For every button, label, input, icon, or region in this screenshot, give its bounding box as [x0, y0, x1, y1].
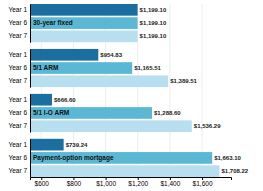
plot: $600$800$1,000$1,200$1,400$1,600Year 1Ye…	[8, 4, 248, 187]
bar	[30, 31, 138, 43]
bar	[30, 4, 138, 16]
bars	[30, 4, 219, 177]
tick: Year 7	[8, 122, 27, 129]
bar	[30, 152, 212, 164]
data-label: $1,389.51	[170, 78, 197, 84]
bar	[30, 120, 192, 132]
group-labels: 30-year fixed 5/1 ARM 5/1 I-O ARM Payment-o…	[33, 19, 114, 162]
data-label: $666.60	[54, 97, 76, 103]
tick-label: Year 6	[8, 19, 27, 26]
bar	[30, 75, 168, 87]
bar	[30, 139, 64, 151]
group-label: Payment-option mortgage	[33, 154, 114, 162]
tick: Year 1	[8, 96, 27, 103]
bar	[30, 107, 152, 119]
data-label: $954.83	[100, 52, 122, 58]
tick: $600	[35, 177, 50, 187]
axis-line	[30, 49, 31, 87]
axis-line	[30, 139, 31, 177]
data-label: $1,165.51	[134, 65, 161, 71]
tick-label: $1,600	[193, 180, 213, 187]
tick-label: Year 1	[8, 51, 27, 58]
y-axis: Year 1 Year 6 Year 7	[8, 5, 30, 43]
bar	[30, 49, 98, 61]
tick-label: Year 7	[8, 32, 27, 39]
x-axis: $600 $800 $1,000 $1,200 $1,400 $1,600	[31, 177, 232, 187]
tick: Year 1	[8, 51, 27, 58]
grid-line	[169, 4, 170, 177]
bar	[30, 17, 138, 29]
tick-label: Year 1	[8, 6, 27, 13]
tick: Year 1	[8, 6, 27, 13]
tick-label: Year 7	[8, 77, 27, 84]
data-label: $1,288.60	[154, 110, 181, 116]
tick: Year 6	[8, 64, 27, 71]
grid-line	[73, 4, 74, 177]
axis-line	[30, 5, 31, 43]
grid-line	[137, 4, 138, 177]
tick: $1,400	[160, 177, 180, 187]
bar	[30, 94, 52, 106]
axis-line	[30, 94, 31, 132]
tick: Year 6	[8, 109, 27, 116]
y-axis: Year 1 Year 6 Year 7	[8, 49, 30, 87]
bar	[30, 62, 132, 74]
y-axis: Year 1 Year 6 Year 7	[8, 94, 30, 132]
tick-label: Year 7	[8, 122, 27, 129]
tick-label: Year 6	[8, 109, 27, 116]
group-label: 30-year fixed	[33, 19, 73, 27]
chart: $600$800$1,000$1,200$1,400$1,600Year 1Ye…	[0, 0, 263, 191]
data-label: $1,708.22	[221, 168, 248, 174]
tick: $1,600	[193, 177, 213, 187]
tick-label: Year 6	[8, 154, 27, 161]
data-labels: $1,199.10 $954.83 $666.60 $739.24 $1,199.10 $…	[54, 7, 249, 174]
tick: $800	[67, 177, 82, 187]
tick-label: $1,200	[128, 180, 148, 187]
tick-label: $800	[67, 180, 82, 187]
tick-label: Year 1	[8, 96, 27, 103]
grid-line	[202, 4, 203, 177]
tick-label: $1,400	[160, 180, 180, 187]
tick-label: Year 1	[8, 141, 27, 148]
tick-label: Year 6	[8, 64, 27, 71]
grid	[41, 4, 202, 177]
tick: Year 6	[8, 154, 27, 161]
tick: Year 7	[8, 77, 27, 84]
data-label: $1,199.10	[140, 33, 167, 39]
bar	[30, 165, 219, 177]
data-label: $1,199.10	[140, 7, 167, 13]
data-label: $1,536.29	[194, 123, 221, 129]
data-label: $1,663.10	[214, 155, 241, 161]
group-label: 5/1 I-O ARM	[33, 109, 69, 116]
tick: Year 7	[8, 167, 27, 174]
tick: $1,000	[96, 177, 116, 187]
tick-label: $1,000	[96, 180, 116, 187]
y-axis: Year 1 Year 6 Year 7	[8, 139, 30, 177]
tick: $1,200	[128, 177, 148, 187]
data-label: $739.24	[66, 142, 88, 148]
data-label: $1,199.10	[140, 20, 167, 26]
grid-line	[41, 4, 42, 177]
tick-label: Year 7	[8, 167, 27, 174]
tick-label: $600	[35, 180, 50, 187]
tick: Year 6	[8, 19, 27, 26]
tick: Year 1	[8, 141, 27, 148]
grid-line	[105, 4, 106, 177]
tick: Year 7	[8, 32, 27, 39]
group-label: 5/1 ARM	[33, 64, 58, 71]
